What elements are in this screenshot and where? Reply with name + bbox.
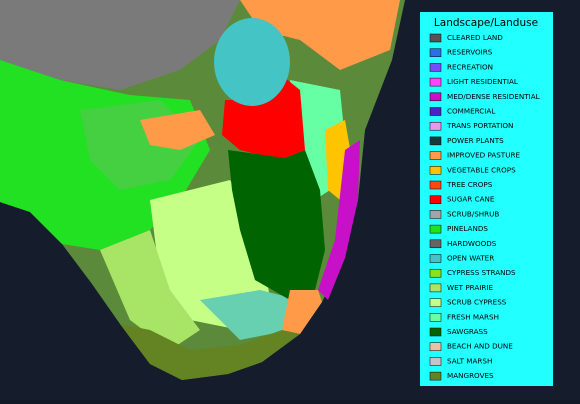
legend-swatch	[429, 121, 442, 131]
legend-swatch	[429, 357, 442, 366]
legend-swatch	[429, 48, 442, 57]
legend-swatch	[429, 107, 442, 116]
wet-prairie	[100, 230, 200, 350]
legend-label: RECREATION	[447, 62, 493, 71]
legend-swatch	[429, 63, 442, 72]
legend-label: LIGHT RESIDENTIAL	[447, 77, 518, 86]
legend-label: PINELANDS	[447, 224, 488, 233]
legend-swatch	[429, 210, 442, 219]
legend-swatch	[429, 298, 442, 307]
legend-swatch	[429, 254, 442, 263]
legend-swatch	[429, 180, 442, 190]
lake-okeechobee	[214, 18, 290, 106]
legend-label: FRESH MARSH	[447, 312, 499, 321]
legend-box	[420, 12, 553, 386]
legend-swatch	[429, 77, 442, 87]
legend-label: OPEN WATER	[447, 254, 494, 263]
legend-label: MED/DENSE RESIDENTIAL	[447, 92, 540, 101]
legend-swatch	[429, 195, 442, 204]
legend-label: SAWGRASS	[447, 327, 488, 336]
legend-label: IMPROVED PASTURE	[447, 151, 520, 160]
sawgrass	[228, 150, 325, 300]
legend-label: SALT MARSH	[447, 356, 492, 365]
legend-label: TREE CROPS	[446, 180, 493, 189]
legend-label: SUGAR CANE	[447, 195, 495, 204]
legend-label: POWER PLANTS	[447, 136, 504, 145]
legend-swatch	[429, 33, 442, 43]
legend-label: RESERVOIRS	[447, 48, 493, 57]
legend-swatch	[429, 327, 442, 337]
legend-swatch	[429, 342, 442, 351]
legend-label: SCRUB CYPRESS	[447, 298, 507, 307]
north-mix	[0, 0, 240, 90]
legend-label: SCRUB/SHRUB	[447, 209, 499, 218]
land-cover	[0, 0, 405, 380]
orange-patches	[140, 110, 215, 150]
legend-swatch	[429, 268, 442, 278]
legend-swatch	[429, 92, 442, 102]
legend-swatch	[429, 166, 442, 175]
mangroves	[120, 324, 300, 380]
legend-swatch	[429, 239, 442, 249]
legend-label: COMMERCIAL	[447, 107, 495, 116]
legend-label: TRANS PORTATION	[446, 121, 513, 130]
legend-label: CYPRESS STRANDS	[447, 268, 516, 277]
south-pasture	[282, 290, 322, 334]
legend-swatch	[429, 313, 442, 322]
legend-label: HARDWOODS	[447, 239, 497, 248]
legend-label: WET PRAIRIE	[447, 283, 494, 292]
legend-swatch	[429, 283, 442, 293]
legend-swatch	[429, 371, 442, 381]
legend-swatch	[429, 136, 442, 146]
legend-label: BEACH AND DUNE	[447, 342, 513, 351]
east-residential	[318, 140, 360, 300]
legend-swatch	[429, 224, 442, 234]
pasture	[240, 0, 400, 70]
legend-label: VEGETABLE CROPS	[447, 165, 516, 174]
open-water-south	[200, 290, 300, 340]
legend-swatch	[429, 151, 442, 160]
sugar-cane	[222, 70, 305, 160]
legend-title: Landscape/Landuse	[434, 17, 538, 29]
legend-label: MANGROVES	[447, 371, 494, 380]
legend-label: CLEARED LAND	[447, 33, 503, 42]
